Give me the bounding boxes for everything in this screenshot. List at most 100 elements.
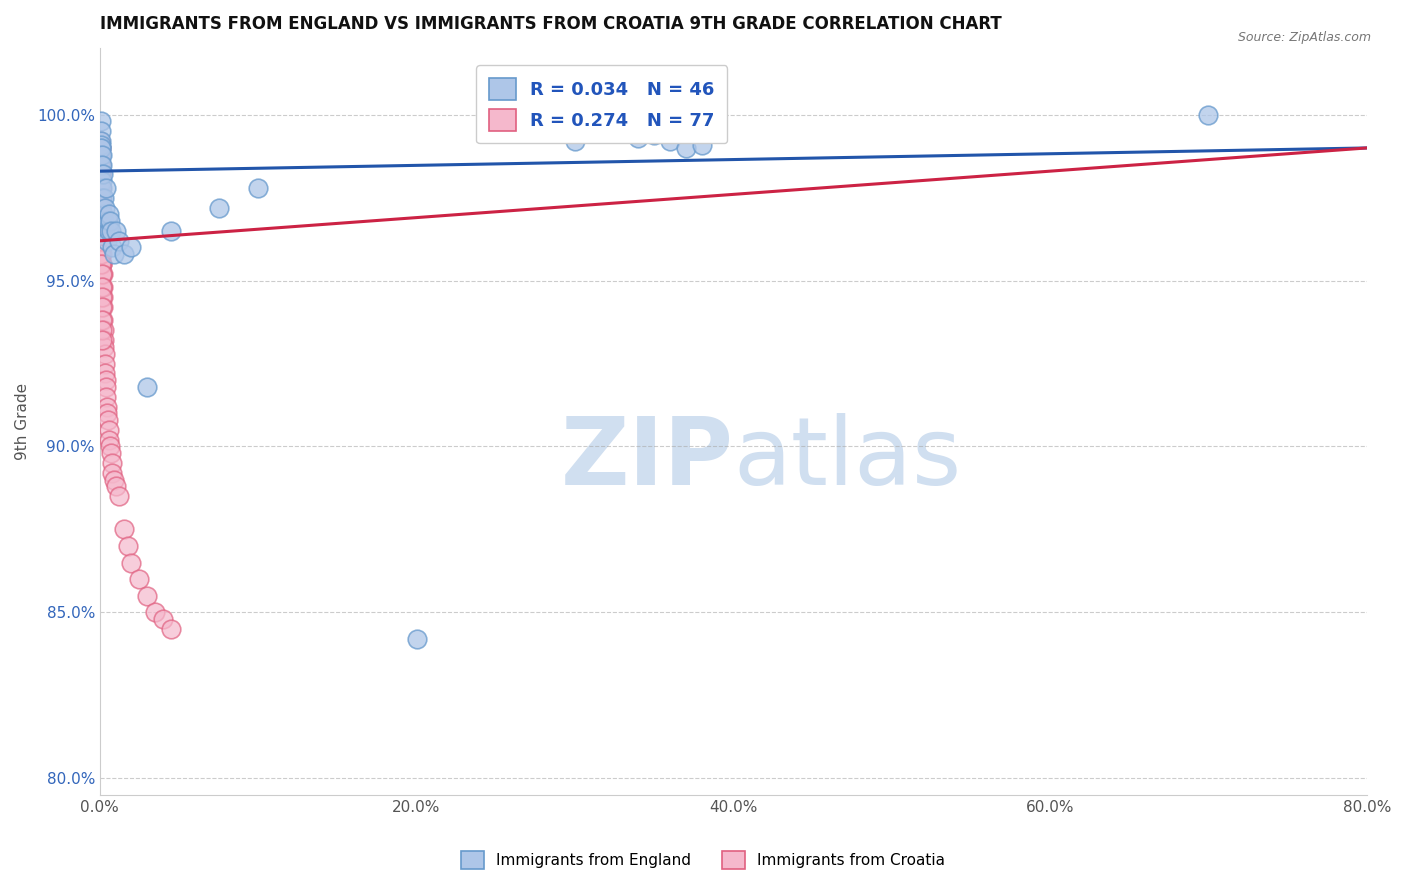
Point	[690, 137, 713, 152]
Point	[94, 367, 117, 381]
Point	[91, 300, 114, 314]
Point	[112, 522, 135, 536]
Point	[93, 214, 115, 228]
Point	[89, 157, 111, 171]
Point	[91, 323, 114, 337]
Point	[103, 247, 125, 261]
Point	[405, 632, 427, 646]
Y-axis label: 9th Grade: 9th Grade	[15, 383, 30, 460]
Point	[91, 313, 114, 327]
Point	[89, 134, 111, 148]
Point	[128, 572, 150, 586]
Legend: Immigrants from England, Immigrants from Croatia: Immigrants from England, Immigrants from…	[456, 845, 950, 875]
Point	[91, 280, 114, 294]
Point	[90, 137, 112, 152]
Point	[90, 247, 112, 261]
Point	[90, 247, 112, 261]
Point	[117, 539, 139, 553]
Point	[94, 357, 117, 371]
Point	[143, 605, 166, 619]
Point	[90, 157, 112, 171]
Point	[91, 267, 114, 281]
Point	[97, 224, 120, 238]
Point	[98, 207, 121, 221]
Point	[91, 240, 114, 254]
Point	[90, 157, 112, 171]
Point	[612, 124, 634, 138]
Point	[136, 589, 159, 603]
Point	[90, 191, 112, 205]
Point	[121, 556, 143, 570]
Point	[101, 466, 124, 480]
Point	[90, 147, 112, 161]
Point	[100, 224, 122, 238]
Point	[643, 128, 665, 142]
Point	[90, 141, 112, 155]
Point	[90, 280, 112, 294]
Point	[100, 446, 122, 460]
Point	[91, 290, 114, 304]
Point	[91, 267, 114, 281]
Point	[103, 473, 125, 487]
Point	[90, 191, 112, 205]
Point	[108, 489, 131, 503]
Point	[94, 373, 117, 387]
Text: atlas: atlas	[734, 413, 962, 505]
Point	[675, 141, 697, 155]
Point	[94, 180, 117, 194]
Point	[91, 280, 114, 294]
Point	[97, 423, 120, 437]
Point	[152, 612, 174, 626]
Point	[93, 346, 115, 360]
Point	[160, 224, 183, 238]
Point	[90, 168, 112, 182]
Point	[658, 134, 681, 148]
Point	[93, 340, 115, 354]
Point	[98, 433, 121, 447]
Point	[90, 214, 112, 228]
Point	[89, 180, 111, 194]
Point	[564, 134, 586, 148]
Point	[90, 114, 112, 128]
Point	[91, 180, 114, 194]
Point	[91, 334, 114, 348]
Point	[90, 174, 112, 188]
Point	[90, 224, 112, 238]
Point	[100, 456, 122, 470]
Point	[91, 313, 114, 327]
Point	[1197, 108, 1219, 122]
Point	[91, 234, 114, 248]
Point	[97, 214, 120, 228]
Point	[91, 191, 114, 205]
Point	[90, 124, 112, 138]
Point	[90, 157, 112, 171]
Point	[90, 180, 112, 194]
Text: IMMIGRANTS FROM ENGLAND VS IMMIGRANTS FROM CROATIA 9TH GRADE CORRELATION CHART: IMMIGRANTS FROM ENGLAND VS IMMIGRANTS FR…	[100, 15, 1001, 33]
Point	[96, 400, 118, 414]
Point	[96, 390, 118, 404]
Point	[90, 214, 112, 228]
Point	[90, 290, 112, 304]
Point	[90, 214, 112, 228]
Point	[90, 134, 112, 148]
Point	[90, 147, 112, 161]
Point	[98, 214, 121, 228]
Point	[90, 224, 112, 238]
Point	[94, 380, 117, 394]
Point	[89, 157, 111, 171]
Point	[136, 380, 159, 394]
Point	[90, 168, 112, 182]
Point	[97, 413, 120, 427]
Point	[89, 141, 111, 155]
Point	[91, 207, 114, 221]
Point	[108, 234, 131, 248]
Point	[90, 257, 112, 271]
Point	[89, 147, 111, 161]
Point	[121, 240, 143, 254]
Point	[207, 201, 229, 215]
Point	[104, 224, 127, 238]
Text: Source: ZipAtlas.com: Source: ZipAtlas.com	[1237, 31, 1371, 45]
Point	[93, 334, 115, 348]
Point	[101, 240, 124, 254]
Point	[94, 224, 117, 238]
